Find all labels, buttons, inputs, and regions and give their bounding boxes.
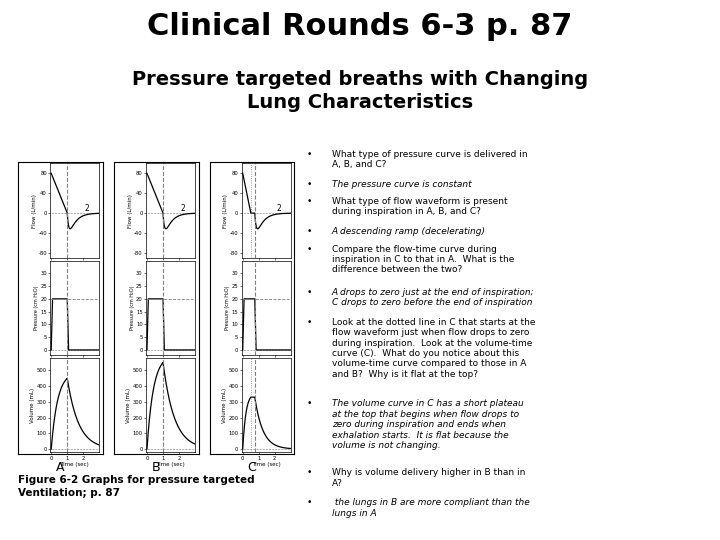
Text: The pressure curve is constant: The pressure curve is constant <box>332 180 472 188</box>
Text: Figure 6-2 Graphs for pressure targeted
Ventilation; p. 87: Figure 6-2 Graphs for pressure targeted … <box>18 475 255 498</box>
Text: 2: 2 <box>85 204 90 213</box>
Text: Clinical Rounds 6-3 p. 87: Clinical Rounds 6-3 p. 87 <box>148 12 572 40</box>
Text: B: B <box>152 461 161 474</box>
Text: Compare the flow-time curve during
inspiration in C to that in A.  What is the
d: Compare the flow-time curve during inspi… <box>332 245 514 274</box>
X-axis label: Time (sec): Time (sec) <box>60 462 89 467</box>
X-axis label: Time (sec): Time (sec) <box>156 462 185 467</box>
X-axis label: Time (sec): Time (sec) <box>252 462 281 467</box>
Y-axis label: Pressure (cm H₂O): Pressure (cm H₂O) <box>130 286 135 330</box>
Text: •: • <box>307 180 312 188</box>
Text: •: • <box>307 197 312 206</box>
Text: 2: 2 <box>276 204 282 213</box>
Text: C: C <box>248 461 256 474</box>
Text: •: • <box>307 288 312 296</box>
Text: What type of flow waveform is present
during inspiration in A, B, and C?: What type of flow waveform is present du… <box>332 197 508 217</box>
Text: Why is volume delivery higher in B than in
A?: Why is volume delivery higher in B than … <box>332 468 526 488</box>
Text: •: • <box>307 150 312 159</box>
Text: What type of pressure curve is delivered in
A, B, and C?: What type of pressure curve is delivered… <box>332 150 528 169</box>
Text: •: • <box>307 498 312 508</box>
Y-axis label: Volume (mL): Volume (mL) <box>126 387 131 423</box>
Text: •: • <box>307 245 312 254</box>
Text: Look at the dotted line in C that starts at the
flow waveform just when flow dro: Look at the dotted line in C that starts… <box>332 318 536 379</box>
Y-axis label: Flow (L/min): Flow (L/min) <box>127 194 132 227</box>
Text: the lungs in B are more compliant than the
lungs in A: the lungs in B are more compliant than t… <box>332 498 530 518</box>
Text: Pressure targeted breaths with Changing
Lung Characteristics: Pressure targeted breaths with Changing … <box>132 70 588 112</box>
Text: •: • <box>307 468 312 477</box>
Y-axis label: Pressure (cm H₂O): Pressure (cm H₂O) <box>225 286 230 330</box>
Text: •: • <box>307 400 312 408</box>
Text: 2: 2 <box>181 204 186 213</box>
Text: •: • <box>307 227 312 237</box>
Text: A drops to zero just at the end of inspiration;
C drops to zero before the end o: A drops to zero just at the end of inspi… <box>332 288 534 307</box>
Text: •: • <box>307 318 312 327</box>
Y-axis label: Flow (L/min): Flow (L/min) <box>223 194 228 227</box>
Text: The volume curve in C has a short plateau
at the top that begins when flow drops: The volume curve in C has a short platea… <box>332 400 523 450</box>
Y-axis label: Pressure (cm H₂O): Pressure (cm H₂O) <box>34 286 39 330</box>
Text: A descending ramp (decelerating): A descending ramp (decelerating) <box>332 227 486 237</box>
Text: A: A <box>56 461 65 474</box>
Y-axis label: Flow (L/min): Flow (L/min) <box>32 194 37 227</box>
Y-axis label: Volume (mL): Volume (mL) <box>222 387 227 423</box>
Y-axis label: Volume (mL): Volume (mL) <box>30 387 35 423</box>
